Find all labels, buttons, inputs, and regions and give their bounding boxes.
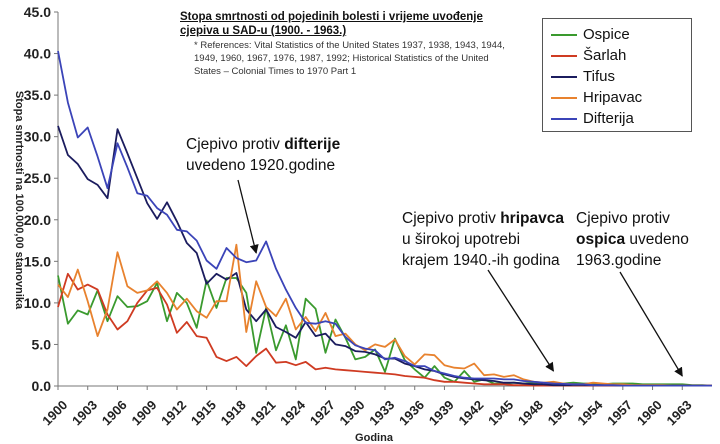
y-tick-label: 15.0 xyxy=(24,253,51,269)
chart-title-block: Stopa smrtnosti od pojedinih bolesti i v… xyxy=(180,10,510,78)
y-tick-label: 5.0 xyxy=(32,336,52,352)
chart-series xyxy=(57,50,713,387)
legend-item-tifus: Tifus xyxy=(551,66,683,87)
series-line-difterija xyxy=(57,50,712,387)
annotation-hripavac: Cjepivo protiv hripavca u širokoj upotre… xyxy=(402,208,564,271)
annotation-arrow xyxy=(487,269,555,372)
legend-label: Tifus xyxy=(583,68,615,85)
legend-swatch xyxy=(551,33,577,36)
x-tick-label: 1942 xyxy=(455,397,486,428)
x-tick-label: 1930 xyxy=(337,397,368,428)
annotation-line: u širokoj upotrebi xyxy=(402,231,521,248)
series-line-ospice xyxy=(57,275,713,387)
legend-swatch xyxy=(551,96,577,99)
annotation-bold: difterije xyxy=(284,136,341,153)
x-tick-label: 1912 xyxy=(158,397,189,428)
annotation-text: Cjepivo protiv xyxy=(186,136,285,153)
x-axis-label: Godina xyxy=(355,432,394,444)
annotation-ospice: Cjepivo protiv ospica uvedeno 1963.godin… xyxy=(576,208,689,271)
annotation-line: Cjepivo protiv xyxy=(576,210,670,227)
x-tick-label: 1951 xyxy=(545,397,576,428)
annotation-line: krajem 1940.-ih godina xyxy=(402,252,560,269)
x-tick-label: 1957 xyxy=(604,397,635,428)
legend-swatch xyxy=(551,117,577,120)
series-line-hripavac xyxy=(57,243,712,387)
x-tick-label: 1963 xyxy=(664,397,695,428)
x-tick-label: 1945 xyxy=(485,397,516,428)
legend-label: Difterija xyxy=(583,110,634,127)
x-tick-label: 1948 xyxy=(515,397,546,428)
annotation-text: Cjepivo protiv xyxy=(402,210,501,227)
annotation-line: Cjepivo protiv hripavca xyxy=(402,208,564,229)
legend-swatch xyxy=(551,54,577,57)
x-tick-label: 1906 xyxy=(99,397,130,428)
x-tick-label: 1924 xyxy=(277,397,309,429)
legend-item-hripavac: Hripavac xyxy=(551,87,683,108)
x-tick-label: 1927 xyxy=(307,397,338,428)
annotation-difterija: Cjepivo protiv difterije uvedeno 1920.go… xyxy=(186,134,340,176)
annotation-line: ospica uvedeno xyxy=(576,229,689,250)
y-tick-label: 10.0 xyxy=(24,295,51,311)
legend-label: Šarlah xyxy=(583,47,627,64)
annotation-bold: hripavca xyxy=(500,210,564,227)
chart-title: Stopa smrtnosti od pojedinih bolesti i v… xyxy=(180,11,483,37)
y-tick-label: 35.0 xyxy=(24,87,51,103)
annotation-arrow xyxy=(237,179,259,254)
x-tick-label: 1909 xyxy=(128,397,159,428)
legend-label: Hripavac xyxy=(583,89,643,106)
legend-item-difterija: Difterija xyxy=(551,108,683,129)
x-tick-label: 1900 xyxy=(39,397,70,428)
y-tick-label: 20.0 xyxy=(24,212,51,228)
x-tick-label: 1960 xyxy=(634,397,665,428)
annotation-bold: ospica xyxy=(576,231,626,248)
y-axis-label: Stopa smrtnosti na 100.000,00 stanovnika xyxy=(13,91,25,310)
x-tick-label: 1939 xyxy=(426,397,457,428)
y-tick-label: 25.0 xyxy=(24,170,51,186)
x-tick-label: 1933 xyxy=(366,397,397,428)
annotation-line: 1963.godine xyxy=(576,252,662,269)
legend-label: Ospice xyxy=(583,26,630,43)
x-tick-label: 1903 xyxy=(69,397,100,428)
x-tick-label: 1915 xyxy=(188,397,219,428)
annotation-line: uvedeno 1920.godine xyxy=(186,157,336,174)
chart-references: * References: Vital Statistics of the Un… xyxy=(194,40,505,77)
y-tick-label: 45.0 xyxy=(24,4,51,20)
legend-item-sarlah: Šarlah xyxy=(551,45,683,66)
y-tick-label: 0.0 xyxy=(32,378,52,394)
annotation-line: Cjepivo protiv difterije xyxy=(186,134,340,155)
x-tick-label: 1936 xyxy=(396,397,427,428)
annotation-arrow xyxy=(619,271,683,377)
y-tick-label: 30.0 xyxy=(24,129,51,145)
x-tick-label: 1921 xyxy=(247,397,278,428)
legend-item-ospice: Ospice xyxy=(551,24,683,45)
x-tick-label: 1918 xyxy=(218,397,249,428)
annotation-arrows xyxy=(237,179,683,377)
annotation-text: uvedeno xyxy=(625,231,689,248)
chart-legend: Ospice Šarlah Tifus Hripavac Difterija xyxy=(542,18,692,132)
x-tick-label: 1954 xyxy=(574,397,606,429)
legend-swatch xyxy=(551,75,577,78)
y-tick-label: 40.0 xyxy=(24,46,51,62)
